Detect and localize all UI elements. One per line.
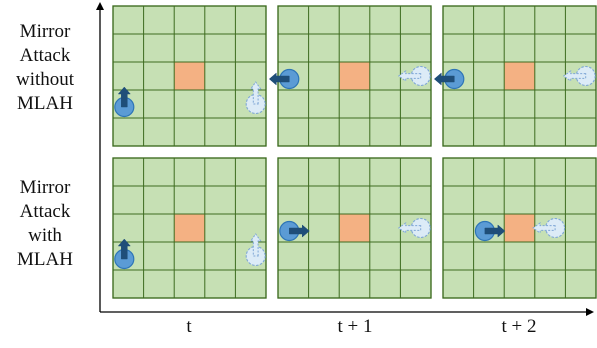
target-cell (339, 62, 370, 90)
column-label-t: t (186, 316, 192, 337)
mirrored-arrow (397, 70, 422, 82)
mirrored-arrow (249, 81, 262, 105)
column-label-t-plus-1: t + 1 (337, 316, 373, 337)
agent-arrow (268, 72, 290, 86)
mirrored-arrow (397, 222, 422, 234)
grid-border (112, 157, 267, 299)
agent-arrow (484, 224, 506, 238)
grid-panel-row1-col3 (433, 5, 597, 147)
mirrored-arrow (532, 222, 556, 234)
grid-panel-row2-col2 (277, 157, 432, 299)
grid-border (277, 157, 432, 299)
row-label-without-mlah: Mirror Attack without MLAH (15, 21, 75, 114)
target-cell (504, 62, 535, 90)
target-cell (174, 214, 205, 242)
agent-arrow (289, 224, 310, 238)
column-label-t-plus-2: t + 2 (501, 316, 537, 337)
grid-border (112, 5, 267, 147)
agent-arrow (117, 238, 131, 260)
mirrored-arrow (562, 70, 587, 82)
grid-panel-row2-col3 (442, 157, 597, 299)
row-label-with-mlah: Mirror Attack with MLAH (17, 177, 73, 270)
grid-panel-row1-col1 (112, 5, 267, 147)
mirrored-arrow (249, 233, 262, 257)
target-cell (504, 214, 535, 242)
panel-area (112, 5, 597, 299)
agent-arrow (433, 72, 455, 86)
grid-panel-row1-col2 (268, 5, 432, 147)
target-cell (339, 214, 370, 242)
agent-arrow (117, 86, 131, 108)
target-cell (174, 62, 205, 90)
grid-border (442, 157, 597, 299)
grid-panel-row2-col1 (112, 157, 267, 299)
